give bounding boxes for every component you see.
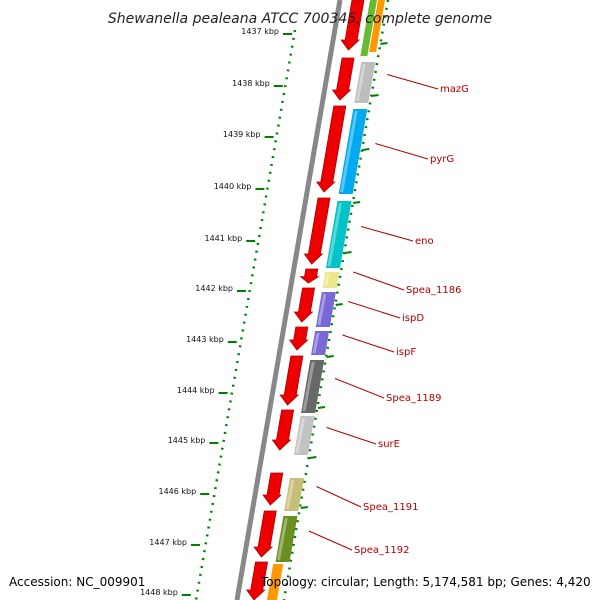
forward-gene-arrow	[271, 409, 295, 451]
tick-label: 1448 kbp	[140, 588, 178, 597]
label-leader-line	[387, 74, 439, 90]
gene-block	[338, 109, 368, 194]
label-leader-line	[353, 271, 405, 291]
forward-gene-arrow	[279, 355, 304, 406]
gene-block	[284, 478, 304, 511]
gene-label: Spea_1186	[406, 285, 461, 296]
minor-tick	[344, 251, 352, 254]
forward-gene-arrow	[331, 57, 355, 101]
gene-label: eno	[415, 236, 434, 247]
minor-tick	[335, 303, 343, 306]
tick-label: 1447 kbp	[149, 538, 187, 547]
gene-highlight	[285, 479, 295, 510]
gene-label: surE	[378, 439, 400, 450]
gene-block	[301, 360, 325, 413]
gene-label: Spea_1191	[363, 502, 418, 513]
gene-block-top	[369, 0, 385, 52]
label-leader-line	[308, 530, 353, 551]
forward-gene-arrow	[253, 510, 277, 558]
minor-tick	[362, 148, 370, 151]
forward-gene-arrow	[299, 268, 320, 284]
gene-block	[315, 292, 336, 327]
tick-label: 1441 kbp	[204, 234, 242, 243]
minor-tick	[300, 506, 308, 509]
gene-label: ispD	[402, 313, 424, 324]
minor-tick	[309, 456, 317, 459]
label-leader-line	[316, 486, 362, 508]
gene-label: Spea_1189	[386, 393, 441, 404]
inner-dotted-arc	[282, 0, 390, 600]
minor-tick	[317, 406, 326, 409]
tick-label: 1444 kbp	[177, 386, 215, 395]
forward-gene-arrow	[303, 197, 331, 265]
gene-highlight	[317, 293, 327, 326]
gene-block	[322, 272, 340, 288]
gene-highlight	[340, 110, 358, 193]
gene-block	[325, 201, 352, 268]
gene-highlight	[312, 332, 320, 354]
label-leader-line	[360, 226, 414, 242]
forward-gene-arrow	[245, 561, 268, 600]
gene-labels: mazG pyrG eno Spea_1186 ispD ispF Spea_1189sur…	[308, 74, 469, 556]
gene-highlight	[295, 417, 306, 454]
genome-summary-text: Topology: circular; Length: 5,174,581 bp…	[260, 575, 591, 589]
gene-block	[293, 416, 315, 455]
gene-highlight	[327, 202, 342, 267]
gene-highlight	[355, 63, 366, 102]
kbp-ticks: 1437 kbp 1438 kbp 1439 kbp 1440 kbp 1441 kbp…	[140, 27, 388, 597]
gene-label: ispF	[396, 347, 416, 358]
gene-highlight	[324, 273, 330, 287]
label-leader-line	[375, 143, 429, 160]
forward-gene-arrow	[340, 0, 365, 51]
gene-highlight	[277, 517, 288, 561]
label-leader-line	[326, 427, 377, 445]
minor-tick	[353, 201, 361, 204]
tick-label: 1439 kbp	[223, 130, 261, 139]
label-leader-line	[348, 301, 401, 319]
gene-label: pyrG	[430, 154, 454, 165]
gene-block	[275, 516, 298, 562]
colored-gene-track	[267, 0, 385, 600]
tick-label: 1446 kbp	[158, 487, 196, 496]
label-leader-line	[342, 334, 395, 353]
gene-block	[311, 331, 330, 355]
gene-highlight	[302, 361, 315, 412]
tick-label: 1438 kbp	[232, 79, 270, 88]
forward-gene-arrow	[288, 326, 309, 351]
label-leader-line	[334, 378, 385, 399]
minor-tick	[380, 42, 388, 45]
accession-text: Accession: NC_009901	[9, 575, 145, 589]
tick-label: 1442 kbp	[195, 284, 233, 293]
gene-block	[354, 62, 376, 103]
tick-label: 1443 kbp	[186, 335, 224, 344]
outer-dotted-arc	[194, 29, 297, 600]
forward-strand-genes	[245, 0, 365, 600]
genome-backbone	[234, 0, 343, 600]
minor-tick	[326, 355, 334, 358]
forward-gene-arrow	[262, 472, 284, 506]
tick-label: 1437 kbp	[241, 27, 279, 36]
forward-gene-arrow	[315, 105, 347, 193]
forward-gene-arrow	[293, 287, 316, 323]
gene-label: mazG	[440, 84, 469, 95]
gene-block-top	[360, 0, 377, 56]
tick-label: 1445 kbp	[168, 436, 206, 445]
gene-block-bottom	[267, 564, 284, 600]
tick-label: 1440 kbp	[214, 182, 252, 191]
minor-tick	[371, 94, 379, 97]
map-title: Shewanella pealeana ATCC 700345, complet…	[108, 11, 492, 27]
gene-label: Spea_1192	[354, 545, 409, 556]
